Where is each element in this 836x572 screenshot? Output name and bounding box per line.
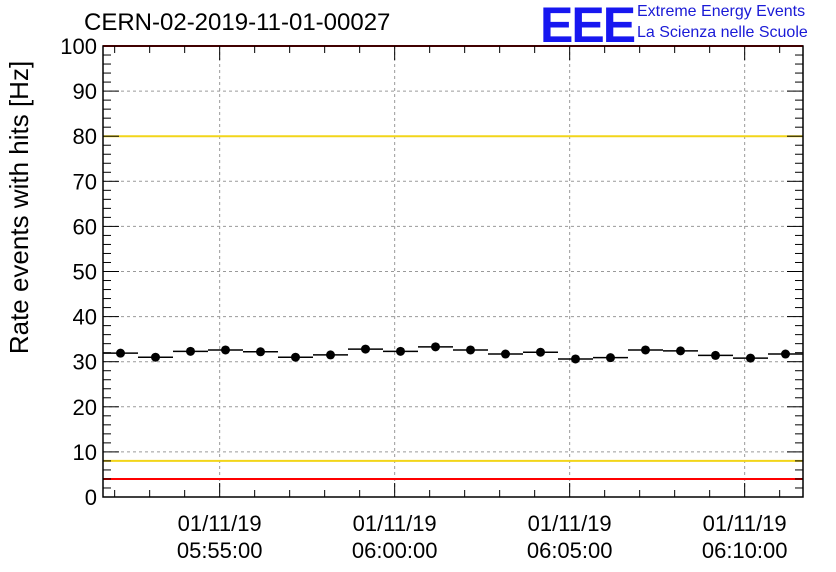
y-tick-label: 0 [85,485,97,510]
x-tick-time-label: 05:55:00 [177,538,263,563]
data-point [536,347,545,357]
data-point [711,350,720,360]
y-axis-label: Rate events with hits [Hz] [4,61,34,354]
x-tick-time-label: 06:10:00 [702,538,788,563]
data-point [466,345,475,355]
chart-title: CERN-02-2019-11-01-00027 [84,9,391,36]
data-point [186,346,195,356]
logo-line-2: La Scienza nelle Scuole [637,24,808,41]
data-point [291,352,300,362]
data-point [571,354,580,364]
data-point [326,350,335,360]
y-tick-label: 90 [73,79,97,104]
x-tick-date-label: 01/11/19 [353,511,437,536]
y-tick-label: 100 [60,34,97,59]
data-point [676,346,685,356]
data-point [746,353,755,363]
y-tick-label: 80 [73,124,97,149]
data-point [361,344,370,354]
data-point [256,347,265,357]
x-tick-date-label: 01/11/19 [703,511,787,536]
logo-line-1: Extreme Energy Events [637,3,806,20]
data-point [781,349,790,359]
y-tick-label: 60 [73,214,97,239]
data-point [431,342,440,352]
y-tick-label: 30 [73,350,97,375]
data-point [116,348,125,358]
y-tick-label: 20 [73,395,97,420]
x-tick-time-label: 06:05:00 [527,538,613,563]
eee-logo: EEE [540,0,636,53]
y-tick-label: 40 [73,305,97,330]
x-tick-date-label: 01/11/19 [178,511,262,536]
data-point [501,349,510,359]
x-tick-date-label: 01/11/19 [528,511,612,536]
y-tick-label: 70 [73,169,97,194]
data-point [221,345,230,355]
data-point [151,352,160,362]
data-point [396,346,405,356]
data-point [606,353,615,363]
y-tick-label: 10 [73,440,97,465]
y-tick-label: 50 [73,260,97,285]
data-point [641,345,650,355]
x-tick-time-label: 06:00:00 [352,538,438,563]
